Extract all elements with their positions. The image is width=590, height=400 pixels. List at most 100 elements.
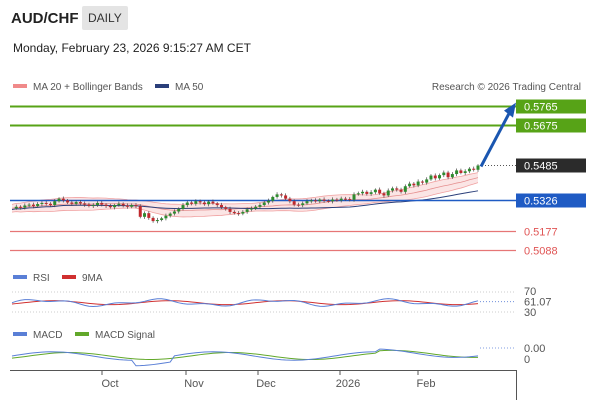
candle-body xyxy=(446,172,450,178)
credit-text: Research © 2026 Trading Central xyxy=(432,82,581,93)
candlesticks xyxy=(14,164,480,224)
candle-body xyxy=(91,205,95,207)
candle-body xyxy=(271,196,275,201)
bollinger-bands xyxy=(11,172,479,218)
level-label-last: 0.5485 xyxy=(524,161,558,173)
level-tag-resistance xyxy=(516,118,586,133)
candle-body xyxy=(113,205,117,208)
candle-body xyxy=(14,206,18,209)
candle-body xyxy=(322,199,326,201)
candle-body xyxy=(386,190,390,196)
candle-body xyxy=(284,195,288,199)
candle-body xyxy=(27,204,31,206)
candle-body xyxy=(258,205,262,207)
candle-body xyxy=(87,204,91,206)
candle-body xyxy=(382,193,386,196)
candle-body xyxy=(151,217,155,222)
candle-body xyxy=(296,204,300,206)
macd-legend-label: MACD xyxy=(33,330,62,341)
candle-body xyxy=(211,201,215,204)
bollinger-legend-label: MA 20 + Bollinger Bands xyxy=(33,82,143,93)
chart-header: AUD/CHF DAILY xyxy=(0,0,590,36)
candle-body xyxy=(138,206,142,217)
candle-body xyxy=(57,198,61,202)
candle-body xyxy=(442,172,446,176)
rsi-tick-70: 70 xyxy=(524,286,536,298)
rsi-legend-swatch xyxy=(13,275,27,279)
candle-body xyxy=(365,191,369,194)
projection-arrow xyxy=(479,102,516,168)
candle-body xyxy=(459,170,463,173)
macd-line xyxy=(11,348,479,367)
candle-body xyxy=(309,200,313,202)
rsi-value-label: 61.07 xyxy=(524,297,552,309)
candle-body xyxy=(53,201,57,206)
period-badge[interactable]: DAILY xyxy=(82,6,128,30)
candle-body xyxy=(237,213,241,215)
candle-body xyxy=(78,202,82,204)
candle-body xyxy=(455,170,459,175)
candle-body xyxy=(472,168,476,170)
candle-body xyxy=(134,205,138,207)
candle-body xyxy=(190,202,194,204)
candle-body xyxy=(326,200,330,202)
candle-body xyxy=(438,175,442,179)
candle-body xyxy=(356,193,360,195)
candle-body xyxy=(245,209,249,212)
candle-body xyxy=(275,194,279,197)
candle-body xyxy=(249,208,253,210)
level-tag-resistance xyxy=(516,99,586,114)
candle-body xyxy=(44,202,48,204)
candle-body xyxy=(70,202,74,204)
candle-body xyxy=(31,204,35,207)
candle-body xyxy=(352,194,356,200)
rsi-line xyxy=(11,298,479,308)
candle-body xyxy=(314,200,318,202)
candle-body xyxy=(155,220,159,222)
level-tag-last xyxy=(516,158,586,173)
candle-body xyxy=(288,198,292,202)
candle-body xyxy=(224,207,228,209)
candle-body xyxy=(207,201,211,205)
candle-body xyxy=(279,194,283,196)
candle-body xyxy=(343,198,347,200)
candle-body xyxy=(339,198,343,201)
candle-body xyxy=(348,199,352,201)
candle-body xyxy=(390,188,394,191)
candle-body xyxy=(228,208,232,212)
level-label-resistance: 0.5675 xyxy=(524,121,558,133)
candle-body xyxy=(36,203,40,207)
candle-body xyxy=(181,205,185,209)
x-tick-label: Dec xyxy=(256,378,276,390)
macd-signal-legend-label: MACD Signal xyxy=(95,330,155,341)
candle-body xyxy=(19,206,23,208)
candle-body xyxy=(262,202,266,206)
symbol-title: AUD/CHF xyxy=(11,10,79,27)
candle-body xyxy=(202,202,206,205)
candle-body xyxy=(335,199,339,201)
candle-body xyxy=(463,171,467,173)
candle-body xyxy=(219,205,223,208)
rsi-tick-30: 30 xyxy=(524,307,536,319)
candle-body xyxy=(164,215,168,219)
macd-legend-swatch xyxy=(13,332,27,336)
candle-body xyxy=(420,181,424,183)
candle-body xyxy=(147,213,151,218)
candle-body xyxy=(48,203,52,206)
level-tag-pivot xyxy=(516,193,586,208)
candle-body xyxy=(361,191,365,194)
bollinger-legend-swatch xyxy=(13,84,27,88)
candle-body xyxy=(117,203,121,206)
candle-body xyxy=(215,203,219,206)
arrow-head xyxy=(504,102,516,118)
candle-body xyxy=(232,211,236,214)
candle-body xyxy=(160,218,164,221)
candle-body xyxy=(467,168,471,172)
price-levels: 0.5765 0.5675 0.5485 0.5326 0.5177 0.5088 xyxy=(10,99,586,258)
level-label-support: 0.5177 xyxy=(524,227,558,239)
ma50-legend-label: MA 50 xyxy=(175,82,204,93)
macd-value-label: 0.00 xyxy=(524,343,545,355)
macd-panel: 0.000 xyxy=(11,343,545,367)
